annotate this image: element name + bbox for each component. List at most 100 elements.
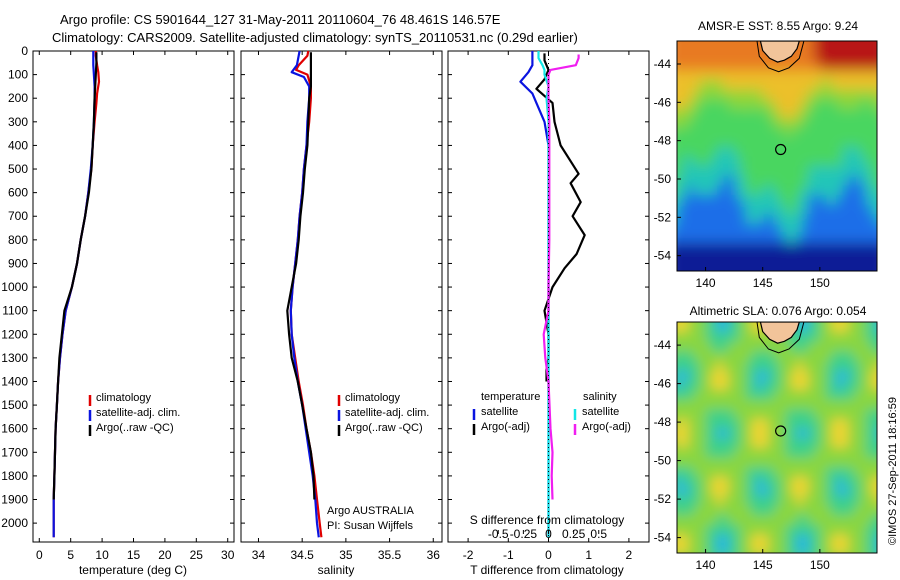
sst-cell [883,31,889,41]
sla-cell [666,361,672,371]
sla-cell [688,427,695,439]
sst-cell [819,41,827,52]
sst-cell [814,232,821,243]
sla-cell [757,466,764,477]
sst-cell [745,50,752,61]
sla-cell [780,563,786,573]
sla-cell [865,370,872,381]
sla-cell [808,495,815,506]
sla-cell [711,331,718,342]
sst-argo-marker [775,143,787,156]
sla-cell [762,504,769,516]
sla-cell [797,514,804,525]
sst-cell [871,194,877,205]
sla-cell [774,466,781,477]
sla-cell [779,533,787,544]
sla-cell [837,504,844,516]
sst-cell [819,127,827,138]
sla-cell [814,456,821,467]
sst-cell [774,261,781,271]
sla-cell [808,322,815,333]
sst-cell [705,117,712,128]
sla-cell [802,504,809,516]
sst-cell [877,252,883,262]
sst-cell [751,127,758,138]
sla-cell [877,495,883,505]
sla-cell [802,476,809,487]
sla-cell [711,322,718,333]
sst-cell [842,88,849,100]
diff-xtick-label: -1 [503,548,514,562]
sla-cell [768,466,775,477]
sla-cell [837,437,844,448]
sla-cell [768,456,775,467]
sst-cell [859,223,867,234]
sst-cell [848,127,855,138]
diff-series-satellite [519,51,550,538]
sst-cell [762,127,769,138]
sla-cell [768,485,775,496]
sla-ytick-label: -54 [654,531,672,545]
argo-pi-label: PI: Susan Wijffels [327,520,413,532]
sla-cell [751,399,758,410]
sst-cell [682,156,689,167]
sst-cell [883,79,889,89]
sla-cell [728,514,735,525]
sla-cell [757,418,764,429]
sla-cell [739,427,747,439]
sst-cell [734,184,741,195]
sla-cell [877,322,883,332]
sst-cell [865,108,872,119]
sst-cell [705,69,712,80]
sla-cell [711,427,718,439]
sla-cell [682,543,689,553]
sst-cell [711,261,718,271]
sst-cell [883,252,889,262]
sla-cell [802,389,809,400]
sla-cell [848,389,855,400]
sst-cell [785,98,792,109]
sst-cell [854,281,860,291]
sst-cell [757,203,764,215]
sst-xtick-label: 150 [810,276,830,290]
sst-cell [865,251,872,262]
sla-cell [802,331,809,342]
sla-cell [717,563,723,573]
sla-cell [723,553,729,563]
sst-cell [739,165,747,176]
sla-cell [814,514,821,525]
sla-cell [825,350,832,362]
sla-cell [871,303,877,313]
sla-cell [734,543,741,553]
sst-cell [859,184,867,195]
sst-cell [859,146,867,157]
temp-series-climatology [52,51,101,538]
sst-cell [785,175,792,186]
sst-cell [751,194,758,205]
sla-cell [825,418,832,429]
sla-cell [734,418,741,429]
sla-cell [682,322,689,333]
sla-cell [739,447,747,458]
sst-cell [768,146,775,157]
sla-cell [802,447,809,458]
sla-cell [768,427,775,439]
sst-cell [837,261,844,271]
sla-cell [728,370,735,381]
sst-cell [814,175,821,186]
sst-cell [677,281,683,291]
sla-cell [694,350,701,362]
sst-cell [860,281,866,291]
sst-cell [677,98,684,109]
depth-tick-label: 1800 [1,469,28,483]
sla-cell [705,476,712,487]
sst-cell [865,60,872,71]
sla-cell [802,524,809,535]
sla-cell [677,408,684,419]
sla-cell [808,360,815,371]
sst-cell [745,79,752,90]
sla-cell [762,485,769,496]
sst-cell [848,213,855,224]
sst-cell [694,60,701,71]
sst-cell [774,108,781,119]
